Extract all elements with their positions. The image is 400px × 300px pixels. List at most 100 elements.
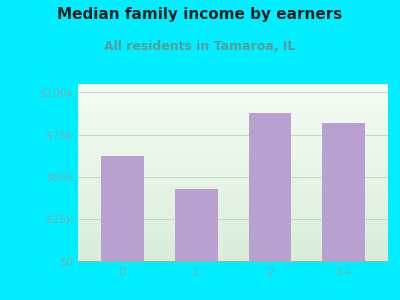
Bar <box>78 88 388 89</box>
Bar <box>78 182 388 183</box>
Bar <box>78 212 388 213</box>
Bar <box>78 106 388 108</box>
Bar <box>78 127 388 128</box>
Bar <box>78 189 388 190</box>
Bar <box>78 125 388 127</box>
Bar <box>78 171 388 172</box>
Bar <box>78 193 388 194</box>
Bar <box>78 232 388 233</box>
Bar <box>78 155 388 156</box>
Bar <box>78 208 388 209</box>
Bar <box>78 116 388 117</box>
Bar <box>78 213 388 214</box>
Bar <box>78 215 388 216</box>
Bar <box>78 226 388 227</box>
Bar <box>78 254 388 255</box>
Bar <box>78 203 388 204</box>
Bar <box>78 255 388 256</box>
Bar <box>78 253 388 254</box>
Bar <box>78 260 388 261</box>
Bar <box>78 230 388 232</box>
Bar <box>78 163 388 164</box>
Bar <box>78 185 388 187</box>
Bar <box>175 188 218 261</box>
Bar <box>78 143 388 144</box>
Bar <box>78 160 388 161</box>
Bar <box>78 108 388 109</box>
Bar <box>78 86 388 88</box>
Bar <box>78 154 388 155</box>
Bar <box>78 206 388 207</box>
Bar <box>78 84 388 85</box>
Bar <box>78 161 388 162</box>
Bar <box>78 234 388 235</box>
Bar <box>78 249 388 250</box>
Bar <box>78 146 388 148</box>
Bar <box>78 237 388 238</box>
Bar <box>78 250 388 252</box>
Bar <box>78 109 388 110</box>
Bar <box>78 248 388 249</box>
Bar <box>78 252 388 253</box>
Bar <box>78 129 388 130</box>
Bar <box>78 91 388 92</box>
Bar <box>78 175 388 176</box>
Bar <box>78 257 388 259</box>
Bar <box>78 176 388 177</box>
Bar <box>78 195 388 196</box>
Bar <box>78 214 388 215</box>
Bar <box>78 188 388 189</box>
Bar <box>78 99 388 101</box>
Bar <box>78 151 388 152</box>
Bar <box>78 256 388 257</box>
Bar <box>78 204 388 206</box>
Bar <box>78 210 388 211</box>
Bar <box>78 244 388 246</box>
Bar <box>78 158 388 160</box>
Bar <box>78 105 388 106</box>
Bar <box>78 241 388 242</box>
Bar <box>78 149 388 150</box>
Bar <box>78 218 388 220</box>
Bar <box>78 190 388 191</box>
Bar <box>78 135 388 136</box>
Bar <box>78 233 388 234</box>
Bar <box>78 130 388 131</box>
Text: Median family income by earners: Median family income by earners <box>57 8 343 22</box>
Bar <box>78 217 388 218</box>
Bar <box>78 223 388 224</box>
Bar <box>78 156 388 157</box>
Bar <box>78 100 388 102</box>
Bar <box>78 157 388 158</box>
Bar <box>78 137 388 138</box>
Bar <box>78 104 388 105</box>
Bar <box>78 124 388 125</box>
Bar <box>78 144 388 145</box>
Bar <box>78 227 388 228</box>
Bar <box>78 242 388 243</box>
Bar <box>78 216 388 217</box>
Text: All residents in Tamaroa, IL: All residents in Tamaroa, IL <box>104 40 296 53</box>
Bar <box>78 180 388 181</box>
Bar <box>78 93 388 94</box>
Bar <box>78 141 388 142</box>
Bar <box>78 170 388 171</box>
Bar <box>322 123 365 261</box>
Bar <box>78 246 388 247</box>
Bar <box>78 142 388 143</box>
Bar <box>78 136 388 137</box>
Bar <box>78 221 388 222</box>
Bar <box>78 94 388 96</box>
Bar <box>78 199 388 200</box>
Bar <box>78 191 388 193</box>
Bar <box>78 148 388 149</box>
Bar <box>78 162 388 163</box>
Bar <box>78 97 388 98</box>
Bar <box>78 207 388 208</box>
Bar <box>78 169 388 170</box>
Bar <box>78 194 388 195</box>
Bar <box>78 140 388 141</box>
Bar <box>78 103 388 104</box>
Bar <box>78 222 388 223</box>
Bar <box>78 196 388 197</box>
